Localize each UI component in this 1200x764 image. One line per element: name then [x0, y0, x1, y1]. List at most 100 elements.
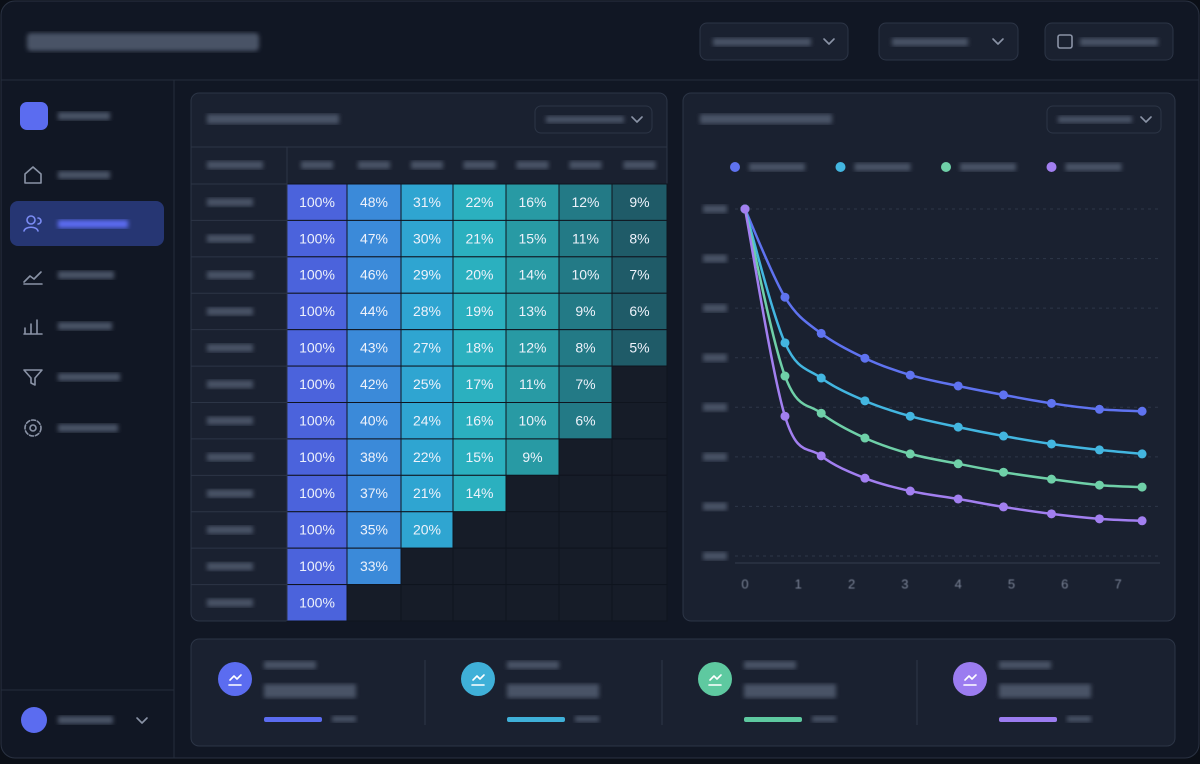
point: [816, 328, 826, 338]
cell-label: 13%: [518, 303, 546, 319]
cell-label: 100%: [299, 230, 335, 246]
cell-label: 8%: [575, 340, 595, 356]
point: [780, 371, 790, 381]
heat-cell: [505, 438, 560, 476]
heat-cell: [400, 402, 454, 440]
point: [1094, 480, 1104, 490]
cell-label: 17%: [465, 376, 493, 392]
cell-label: 11%: [572, 230, 599, 246]
blurred-text: [507, 661, 559, 669]
kpi-icon: [461, 662, 495, 696]
nav-labels: [58, 171, 128, 432]
date-picker[interactable]: [1044, 22, 1174, 61]
cell-label: 44%: [360, 303, 388, 319]
blurred-text: [207, 416, 253, 425]
cell-label: 31%: [413, 194, 441, 210]
x-tick-label: 5: [1008, 576, 1015, 591]
blurred-text: [58, 322, 112, 330]
cell-label: 100%: [299, 267, 335, 283]
blurred-text: [207, 234, 253, 243]
heat-cell: [400, 329, 454, 367]
heat-cell: [505, 402, 560, 440]
heat-cell: [452, 256, 507, 294]
blurred-text: [999, 684, 1091, 698]
empty-cell: [611, 402, 668, 440]
dropdown[interactable]: [534, 105, 653, 134]
point: [1046, 474, 1056, 484]
cell-label: 16%: [465, 412, 493, 428]
heat-cell: [611, 292, 668, 331]
blurred-text: [264, 684, 356, 698]
blurred-text: [207, 114, 339, 124]
dropdown[interactable]: [878, 22, 1019, 61]
cell-label: 100%: [299, 485, 335, 501]
empty-cell: [558, 547, 613, 586]
cell-label: 9%: [522, 449, 542, 465]
empty-cell: [505, 511, 560, 549]
x-tick-label: 6: [1061, 576, 1068, 591]
cell-label: 20%: [413, 522, 441, 538]
cell-label: 14%: [518, 267, 546, 283]
cell-label: 100%: [299, 558, 335, 574]
chevron[interactable]: [136, 717, 148, 724]
blurred-text: [58, 220, 128, 228]
point: [953, 494, 963, 504]
heat-cell: [400, 365, 454, 404]
blurred-text: [1067, 716, 1091, 722]
empty-cell: [611, 547, 668, 586]
blurred-text: [207, 161, 263, 169]
cell-label: 15%: [518, 230, 546, 246]
blurred-text: [700, 114, 832, 124]
cell-label: 12%: [571, 194, 599, 210]
blurred-text: [1065, 163, 1122, 171]
cell-label: 25%: [413, 376, 441, 392]
blurred-text: [575, 716, 599, 722]
cell-label: 9%: [629, 194, 649, 210]
cell-label: 24%: [413, 412, 441, 428]
point: [1137, 482, 1147, 492]
blurred-text: [960, 163, 1016, 171]
point: [999, 502, 1009, 512]
blurred-text: [516, 161, 549, 169]
point: [740, 204, 750, 214]
point: [816, 408, 826, 418]
x-tick-label: 2: [848, 576, 855, 591]
heat-cell: [286, 329, 348, 367]
cell-label: 10%: [571, 267, 599, 283]
cell-label: 100%: [299, 522, 335, 538]
kpi-panel: [190, 638, 1176, 747]
kpi-icon: [953, 662, 987, 696]
point: [860, 473, 870, 483]
kpi-bar: [999, 717, 1057, 722]
empty-cell: [558, 474, 613, 513]
dropdown[interactable]: [1046, 105, 1162, 134]
blurred-text: [207, 562, 253, 571]
blurred-text: [58, 373, 120, 381]
x-tick-label: 4: [955, 576, 962, 591]
point: [1094, 445, 1104, 455]
blurred-text: [744, 684, 836, 698]
blurred-title: [27, 33, 259, 51]
heat-cell: [558, 292, 613, 331]
cell-label: 38%: [360, 449, 388, 465]
cell-label: 42%: [360, 376, 388, 392]
point: [1137, 449, 1147, 459]
heat-cell: [505, 329, 560, 367]
empty-cell: [611, 438, 668, 476]
cell-label: 43%: [360, 340, 388, 356]
dropdown[interactable]: [699, 22, 849, 61]
series-line: [743, 208, 1143, 413]
avatar[interactable]: [21, 707, 47, 733]
blurred-text: [207, 380, 253, 389]
blurred-text: [358, 161, 390, 169]
kpi-bar: [264, 717, 322, 722]
heat-cell: [505, 219, 560, 258]
blurred-text: [703, 304, 727, 313]
cell-label: 100%: [299, 449, 335, 465]
cell-label: 46%: [360, 267, 388, 283]
point: [860, 396, 870, 406]
cell-label: 20%: [465, 267, 493, 283]
cell-label: 10%: [518, 412, 546, 428]
blurred-text: [749, 163, 805, 171]
point: [860, 433, 870, 443]
